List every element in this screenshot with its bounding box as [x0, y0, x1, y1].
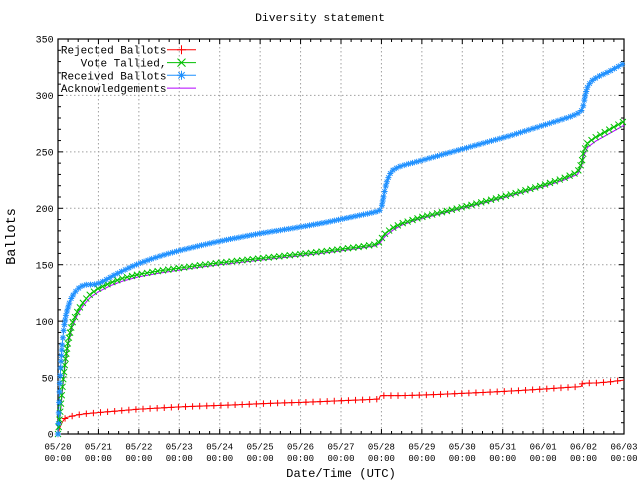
- svg-text:00:00: 00:00: [206, 454, 233, 464]
- svg-text:00:00: 00:00: [287, 454, 314, 464]
- svg-text:350: 350: [36, 36, 54, 47]
- svg-text:00:00: 00:00: [247, 454, 274, 464]
- svg-text:Date/Time (UTC): Date/Time (UTC): [286, 467, 396, 480]
- svg-text:00:00: 00:00: [610, 454, 637, 464]
- svg-text:00:00: 00:00: [530, 454, 557, 464]
- svg-text:06/01: 06/01: [530, 443, 557, 453]
- svg-text:05/31: 05/31: [489, 443, 516, 453]
- svg-text:05/22: 05/22: [125, 443, 152, 453]
- svg-text:05/24: 05/24: [206, 443, 233, 453]
- svg-text:00:00: 00:00: [166, 454, 193, 464]
- svg-text:50: 50: [42, 374, 54, 385]
- svg-text:00:00: 00:00: [125, 454, 152, 464]
- svg-text:Ballots: Ballots: [5, 208, 20, 265]
- svg-text:05/21: 05/21: [85, 443, 112, 453]
- svg-text:250: 250: [36, 149, 54, 160]
- svg-text:100: 100: [36, 318, 54, 329]
- svg-text:00:00: 00:00: [570, 454, 597, 464]
- svg-text:00:00: 00:00: [449, 454, 476, 464]
- svg-text:Acknowledgements: Acknowledgements: [61, 84, 167, 96]
- svg-text:06/02: 06/02: [570, 443, 597, 453]
- svg-text:200: 200: [36, 205, 54, 216]
- svg-text:05/25: 05/25: [247, 443, 274, 453]
- svg-text:0: 0: [48, 431, 54, 442]
- svg-text:Rejected Ballots: Rejected Ballots: [61, 46, 167, 58]
- svg-text:05/20: 05/20: [44, 443, 71, 453]
- svg-text:00:00: 00:00: [368, 454, 395, 464]
- svg-text:00:00: 00:00: [85, 454, 112, 464]
- svg-text:05/27: 05/27: [327, 443, 354, 453]
- svg-text:00:00: 00:00: [489, 454, 516, 464]
- svg-text:05/23: 05/23: [166, 443, 193, 453]
- svg-text:Received Ballots: Received Ballots: [61, 71, 167, 83]
- svg-text:05/29: 05/29: [408, 443, 435, 453]
- svg-text:06/03: 06/03: [610, 443, 637, 453]
- svg-text:00:00: 00:00: [44, 454, 71, 464]
- svg-text:05/26: 05/26: [287, 443, 314, 453]
- svg-text:00:00: 00:00: [408, 454, 435, 464]
- svg-text:Vote Tallied,: Vote Tallied,: [81, 59, 167, 71]
- svg-text:05/30: 05/30: [449, 443, 476, 453]
- svg-text:Diversity statement: Diversity statement: [255, 13, 385, 25]
- svg-text:150: 150: [36, 261, 54, 272]
- svg-text:05/28: 05/28: [368, 443, 395, 453]
- svg-text:300: 300: [36, 92, 54, 103]
- svg-text:00:00: 00:00: [327, 454, 354, 464]
